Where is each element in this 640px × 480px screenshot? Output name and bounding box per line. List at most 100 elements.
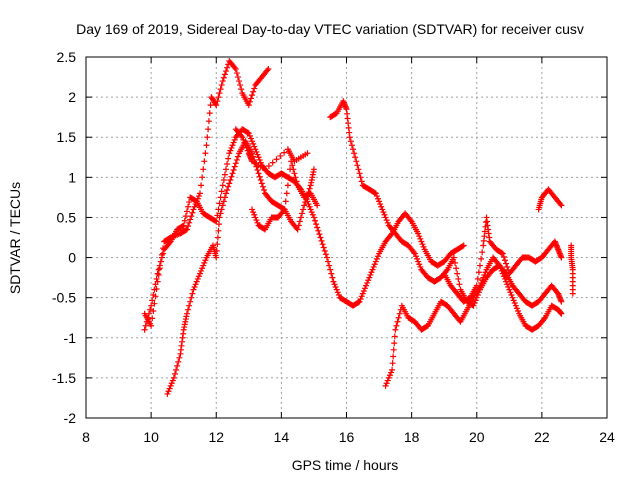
data-point <box>207 102 214 109</box>
data-point <box>481 271 488 278</box>
y-tick-label: 1 <box>68 169 76 185</box>
data-point <box>356 170 363 177</box>
y-tick-labels: 2.5 2 1.5 1 0.5 0 -0.5 -1 -1.5 -2 <box>52 49 76 426</box>
data-point <box>257 177 264 184</box>
data-point <box>219 202 226 209</box>
data-point <box>217 210 224 217</box>
data-point <box>504 281 511 288</box>
y-tick-label: 2.5 <box>57 49 77 65</box>
data-point <box>218 82 225 89</box>
data-point <box>501 275 508 282</box>
data-point <box>320 244 327 251</box>
data-point <box>354 162 361 169</box>
data-point <box>309 211 316 218</box>
data-point <box>156 262 163 269</box>
data-point <box>157 258 164 265</box>
data-point <box>511 300 518 307</box>
data-point <box>482 269 489 276</box>
data-point <box>420 243 427 250</box>
data-point <box>295 222 302 229</box>
data-point <box>382 382 389 389</box>
data-point <box>353 158 360 165</box>
data-point <box>242 142 249 149</box>
data-point <box>277 152 284 159</box>
data-point <box>379 206 386 213</box>
data-point <box>249 206 256 213</box>
data-point <box>456 281 463 288</box>
data-point <box>255 154 262 161</box>
data-point <box>313 221 320 228</box>
data-point <box>394 318 401 325</box>
data-point <box>513 305 520 312</box>
data-point <box>355 299 362 306</box>
data-point <box>205 118 212 125</box>
data-point <box>412 253 419 260</box>
data-point <box>416 233 423 240</box>
data-point <box>358 293 365 300</box>
data-point <box>317 234 324 241</box>
data-point <box>333 286 340 293</box>
data-point <box>217 86 224 93</box>
data-point <box>182 213 189 220</box>
data-point <box>195 273 202 280</box>
data-point <box>417 235 424 242</box>
data-point <box>201 158 208 165</box>
data-point <box>224 160 231 167</box>
data-point <box>183 208 190 215</box>
data-point <box>253 217 260 224</box>
data-point <box>226 180 233 187</box>
data-point <box>142 322 149 329</box>
data-point <box>361 285 368 292</box>
data-point <box>165 388 172 395</box>
data-point <box>227 147 234 154</box>
y-tick-label: -2 <box>64 410 77 426</box>
data-point <box>153 275 160 282</box>
data-point <box>193 278 200 285</box>
data-point <box>321 247 328 254</box>
data-point <box>252 160 259 167</box>
data-point <box>319 241 326 248</box>
data-point <box>294 226 301 233</box>
data-point <box>253 148 260 155</box>
data-point <box>314 224 321 231</box>
data-point <box>373 255 380 262</box>
data-point <box>332 283 339 290</box>
y-tick-label: 2 <box>68 89 76 105</box>
data-point <box>389 360 396 367</box>
data-point <box>503 278 510 285</box>
data-point <box>350 146 357 153</box>
data-point <box>514 308 521 315</box>
data-point <box>205 126 212 133</box>
data-point <box>174 362 181 369</box>
data-point <box>143 318 150 325</box>
data-point <box>414 255 421 262</box>
data-point <box>214 241 221 248</box>
data-point <box>302 199 309 206</box>
data-point <box>475 269 482 276</box>
data-point <box>233 70 240 77</box>
data-point <box>158 254 165 261</box>
data-point <box>145 310 152 317</box>
data-point <box>557 201 564 208</box>
data-point <box>166 239 173 246</box>
data-point <box>357 174 364 181</box>
data-point <box>460 242 467 249</box>
data-point <box>392 326 399 333</box>
data-point <box>149 315 156 322</box>
data-point <box>203 142 210 149</box>
data-point <box>198 182 205 189</box>
data-point <box>185 306 192 313</box>
data-point <box>214 234 221 241</box>
data-point <box>229 170 236 177</box>
data-point <box>558 298 565 305</box>
data-point <box>198 267 205 274</box>
data-point <box>250 88 257 95</box>
data-point <box>188 213 195 220</box>
data-point <box>416 261 423 268</box>
data-point <box>308 209 315 216</box>
data-point <box>454 270 461 277</box>
data-point <box>251 143 258 150</box>
data-point <box>289 162 296 169</box>
data-point <box>510 297 517 304</box>
data-point <box>505 283 512 290</box>
